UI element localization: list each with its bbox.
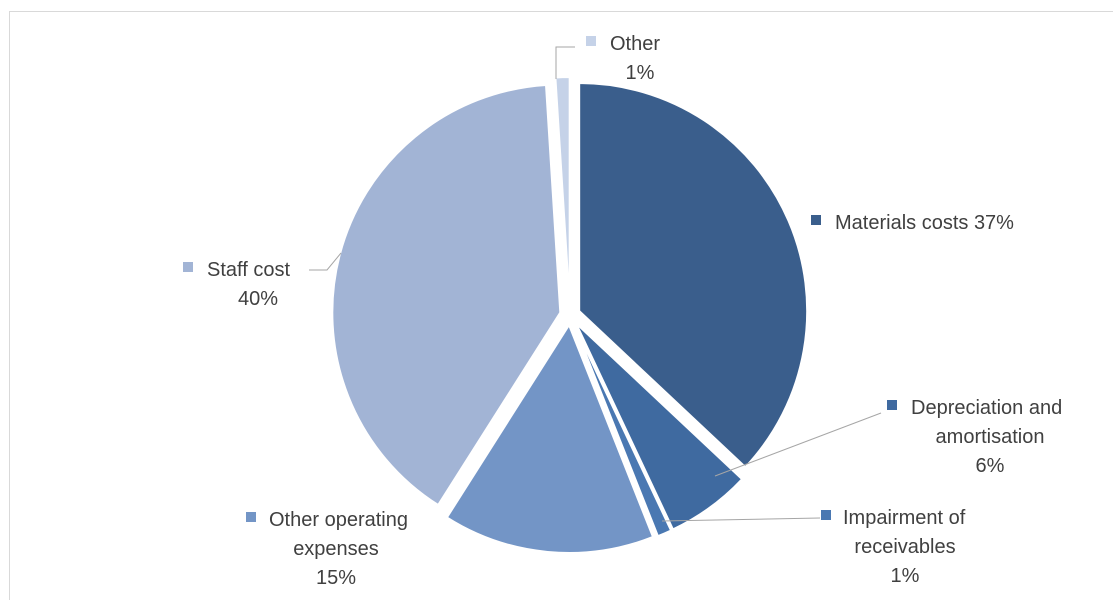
- label-other-operating-pct: 15%: [316, 567, 356, 589]
- leader-line-other: [555, 46, 575, 79]
- pie-slice-other-operating-expenses: [445, 322, 655, 554]
- pie-slice-impairment-of-receivables: [573, 323, 673, 538]
- label-marker-impairment: [821, 510, 831, 520]
- data-label-other: Other 1%: [586, 33, 660, 84]
- label-materials-name: Materials costs 37%: [835, 212, 1014, 234]
- pie-slice-materials-costs: [578, 82, 809, 469]
- data-label-depreciation: Depreciation and amortisation 6%: [887, 397, 1062, 477]
- label-depreciation-line2: amortisation: [936, 426, 1045, 448]
- chart-frame: [9, 11, 1113, 600]
- pie-slice-other: [554, 75, 571, 306]
- label-marker-other: [586, 36, 596, 46]
- label-impairment-line2: receivables: [854, 536, 955, 558]
- label-marker-other-operating: [246, 512, 256, 522]
- label-depreciation-pct: 6%: [976, 455, 1005, 477]
- label-marker-staff: [183, 262, 193, 272]
- pie-slice-depreciation-and-amortisation: [574, 322, 744, 531]
- label-marker-depreciation: [887, 400, 897, 410]
- data-label-other-operating: Other operating expenses 15%: [246, 509, 408, 589]
- data-label-materials: Materials costs 37%: [811, 212, 1014, 234]
- label-other-pct: 1%: [626, 62, 655, 84]
- label-marker-materials: [811, 215, 821, 225]
- leader-line-staff: [309, 252, 342, 271]
- data-label-impairment: Impairment of receivables 1%: [821, 507, 966, 587]
- leader-line-impairment: [661, 517, 821, 522]
- label-staff-name: Staff cost: [207, 259, 290, 281]
- label-other-name: Other: [610, 33, 660, 55]
- label-depreciation-line1: Depreciation and: [911, 397, 1062, 419]
- label-other-operating-line2: expenses: [293, 538, 379, 560]
- label-other-operating-line1: Other operating: [269, 509, 408, 531]
- leader-line-depreciation: [714, 412, 882, 477]
- label-staff-pct: 40%: [238, 288, 278, 310]
- label-impairment-pct: 1%: [891, 565, 920, 587]
- label-impairment-line1: Impairment of: [843, 507, 966, 529]
- data-label-staff: Staff cost 40%: [183, 259, 290, 310]
- pie-slice-staff-cost: [331, 83, 562, 507]
- pie-slices: [331, 75, 809, 554]
